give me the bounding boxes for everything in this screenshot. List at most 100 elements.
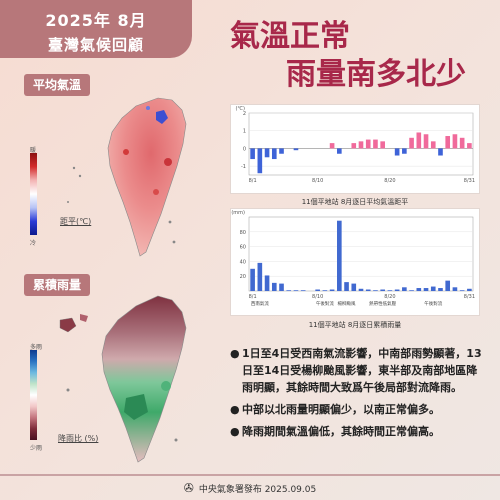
x-tick-label: 8/31 [464,178,475,184]
headline: 氣溫正常 雨量南多北少 [230,18,470,94]
x-tick-label: 8/10 [312,294,323,300]
title-line1: 2025年 8月 [45,11,147,30]
bar [380,141,385,149]
bar [409,290,414,291]
rain-section-label: 累積雨量 [24,274,90,296]
rain-legend-bottom: 少雨 [30,445,43,452]
bar [409,137,414,149]
annotation-label: 楊柳颱風 [338,300,356,307]
bar [423,134,429,149]
bar [250,148,255,160]
bar [344,282,349,291]
bar [351,143,357,149]
rainfall-ratio-map [59,295,187,463]
x-tick-label: 8/1 [249,178,257,184]
x-tick-label: 8/20 [384,178,395,184]
bullet-item: ● 中部以北雨量明顯偏少，以南正常偏多。 [230,403,440,416]
taiwan-shape [107,97,187,257]
temp-legend-top: 暖 [30,147,37,154]
temp-legend-bar [30,153,37,235]
temp-anomaly-chart-panel: 2 1 0 -1 (℃) 8/1 8/10 8/20 8/31 [230,104,480,194]
bar [365,139,371,149]
bar [423,288,429,291]
bar [394,289,400,291]
x-tick-label: 8/1 [249,294,257,300]
rain-chart-panel: 80 60 40 20 (mm) 8/1 8/10 8/20 8/31 西南氣流 午後對流 楊柳颱風熱… [230,208,480,316]
annotation-label: 西南氣流 [251,300,269,307]
bar [322,290,328,291]
bar [373,139,378,149]
rain-chart: 80604020(mm)8/1 8/10 8/20 8/31西南氣流 午後對流 楊柳颱風熱… [231,210,475,307]
bar [329,289,335,291]
temp-chart-caption: 11個平地站 8月逐日平均氣溫距平 [301,198,409,206]
y-tick-label: 1 [243,129,246,135]
y-tick-label: -1 [241,164,246,170]
cool-spot [156,110,168,124]
temperature-anomaly-map [67,97,187,257]
temp-section-label: 平均氣溫 [24,74,90,96]
bullet-item: ● 降雨期間氣溫偏低，其餘時間正常偏高。 [230,425,440,438]
bar [329,143,335,149]
taiwan-shape [101,295,187,463]
bar [380,289,385,291]
temp-legend-caption: 距平(℃) [60,217,92,226]
bar [337,220,342,291]
bar [373,290,378,291]
penghu [59,317,77,333]
bar [264,148,270,158]
wet-patch [124,394,148,420]
annotation-label: 午後對流 [316,300,334,307]
bullet-list: ● 1日至4日受西南氣流影響，中南部雨勢顯著，13日至14日受楊柳颱風影響，東半部… [230,345,486,445]
temp-anomaly-chart: 2 1 0 -1 (℃) 8/1 8/10 8/20 8/31 [235,106,475,184]
bar [459,137,465,149]
y-tick-label: 0 [243,146,246,152]
bar [402,287,407,291]
headline-line1: 氣溫正常 [230,19,350,54]
bar [387,290,393,291]
y-axis-label: (℃) [235,106,245,112]
bar [271,148,277,160]
bar [365,289,371,291]
bar [467,143,472,149]
bar [257,262,263,291]
bar [271,282,277,291]
bar [452,134,458,149]
plot-frame [248,216,474,292]
bar [315,289,320,291]
y-tick-label: 60 [240,245,246,251]
y-tick-label: 20 [240,274,246,280]
rain-legend-top: 多雨 [30,344,43,351]
bar [257,148,263,174]
rain-legend-caption: 降雨比 (%) [58,434,99,443]
headline-line2: 雨量南多北少 [286,57,466,92]
bar [337,148,342,154]
rain-legend-bar [30,350,37,440]
bar [430,286,436,291]
footer: ✇ 中央氣象署發布 2025.09.05 [0,474,500,500]
bar [358,141,364,149]
bullet-item: ● 1日至4日受西南氣流影響，中南部雨勢顯著，13日至14日受楊柳颱風影響，東半部… [230,347,482,394]
x-tick-label: 8/10 [312,178,323,184]
bar [279,283,284,291]
x-tick-label: 8/31 [464,294,475,300]
bar [430,141,436,149]
annotation-label: 熱帶性低氣壓 [369,300,396,307]
bar [445,136,451,149]
temp-legend-bottom: 冷 [30,240,37,247]
bar [459,290,465,291]
footer-text: 中央氣象署發布 2025.09.05 [198,484,317,495]
rain-chart-caption: 11個平地站 8月逐日累積雨量 [308,321,402,329]
bar [467,288,472,291]
bar [264,275,270,291]
bar [293,290,299,291]
x-tick-label: 8/20 [384,294,395,300]
bar [416,288,422,291]
bar [402,148,407,154]
bar [452,287,458,291]
bar [445,280,451,291]
y-tick-label: 2 [243,111,246,117]
title-box: 2025年 8月 臺灣氣候回顧 [0,0,192,58]
bar [394,148,400,156]
bar [438,288,443,291]
bar [286,290,292,291]
